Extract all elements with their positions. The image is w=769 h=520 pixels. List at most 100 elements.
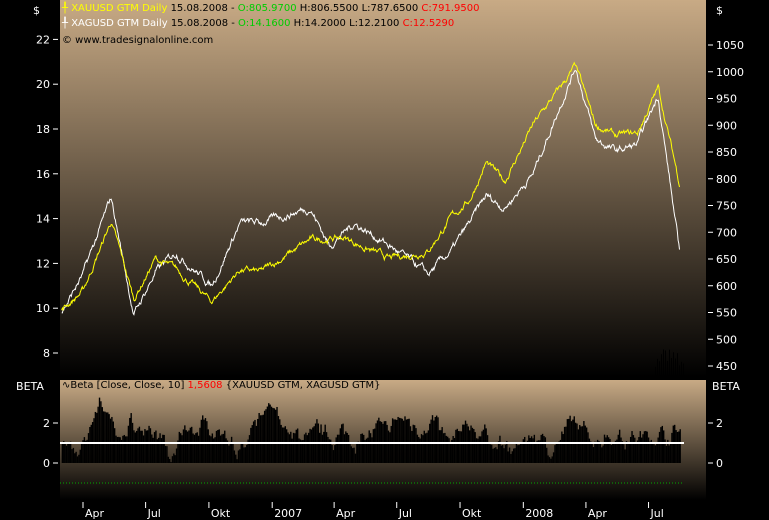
beta-bar [263,410,266,463]
beta-bar [658,431,661,463]
beta-bar [135,430,138,463]
beta-bar [87,433,90,463]
x-tick-label: Okt [211,507,231,520]
silver-name: XAGUSD GTM Daily [71,18,168,29]
beta-bar [323,431,325,463]
beta-axis-label-left: BETA [16,380,44,393]
right-tick-label: 700 [716,226,737,239]
beta-bar [460,431,463,463]
beta-bar [248,435,251,463]
beta-bar [565,426,567,463]
beta-bar [177,440,179,463]
gold-low: L:787.6500 [361,3,419,14]
beta-bar [364,440,366,463]
beta-bar [464,420,467,463]
gold-price-line [61,61,680,312]
beta-bar [612,442,614,463]
beta-bar [329,439,332,463]
silver-low: L:12.2100 [349,18,400,29]
beta-bar [367,437,369,463]
gold-high: H:806.5500 [299,3,359,14]
beta-bar [197,435,200,463]
beta-bar [181,435,183,463]
beta-bar [102,411,105,463]
beta-bar [310,429,313,463]
beta-bar [120,439,123,463]
beta-bar [605,437,607,463]
beta-bar [146,430,149,463]
x-tick-label: Jul [398,507,412,520]
beta-axis-label-right: BETA [712,380,740,393]
beta-bar [74,453,76,463]
beta-bar [218,429,220,463]
beta-bar [191,426,193,463]
legend-silver: ╀ XAGUSD GTM Daily 15.08.2008 - O:14.160… [62,18,454,29]
beta-bar [528,435,530,463]
beta-bar [562,434,564,463]
beta-bar [127,425,130,463]
beta-bar [566,419,569,463]
beta-bar [309,428,311,463]
beta-bar [316,419,318,463]
beta-icon: ∿ [62,380,71,391]
beta-bar [116,436,119,463]
silver-date: 15.08.2008 - [170,18,235,29]
beta-bar [411,430,413,463]
left-tick-label: 14 [36,213,50,226]
beta-bar [65,445,68,463]
beta-bar [224,430,226,463]
volume-bar [681,361,682,377]
beta-bar [186,431,189,463]
beta-bar [118,436,120,463]
beta-bar [550,458,552,463]
beta-bar [653,444,655,463]
beta-bar [237,450,240,463]
beta-bar [449,441,452,463]
beta-bar [474,432,476,463]
beta-bar [557,443,559,463]
beta-bar [299,439,302,463]
beta-bar [239,449,241,463]
beta-bar [391,418,394,463]
left-tick-label: 12 [36,257,50,270]
beta-bar [471,427,474,463]
volume-bar [679,365,680,377]
beta-bar [261,415,263,463]
beta-bar [162,434,164,463]
beta-bar [210,436,212,463]
beta-bar [660,427,662,463]
beta-bar [246,444,248,463]
beta-bar [343,434,346,463]
beta-bar [488,443,490,463]
beta-bar [101,407,103,463]
beta-bar [422,435,424,463]
beta-bar [638,437,640,463]
beta-bar [113,428,116,463]
beta-bar [400,418,402,463]
beta-bar [295,429,297,463]
beta-bar [409,426,412,463]
beta-bar [61,441,64,463]
beta-bar [445,435,447,463]
beta-bar [331,444,333,463]
beta-bar [137,428,139,463]
beta-bar [93,418,95,463]
beta-bar [649,441,651,463]
beta-bar [572,419,574,463]
silver-open: O:14.1600 [238,18,291,29]
beta-bar [285,429,288,463]
beta-bar [435,415,438,463]
beta-bar [618,429,621,463]
right-tick-label: 1050 [716,39,744,52]
beta-bar [601,447,603,463]
beta-bar [312,427,314,463]
beta-left-tick-label: 0 [43,457,50,470]
beta-bar [318,432,321,463]
left-axis-unit: $ [33,4,40,17]
x-tick-label: 2008 [525,507,553,520]
beta-bar [292,432,295,463]
beta-bar [229,441,231,463]
beta-bar [419,438,421,463]
beta-bar [489,444,492,463]
beta-bar [585,427,588,463]
